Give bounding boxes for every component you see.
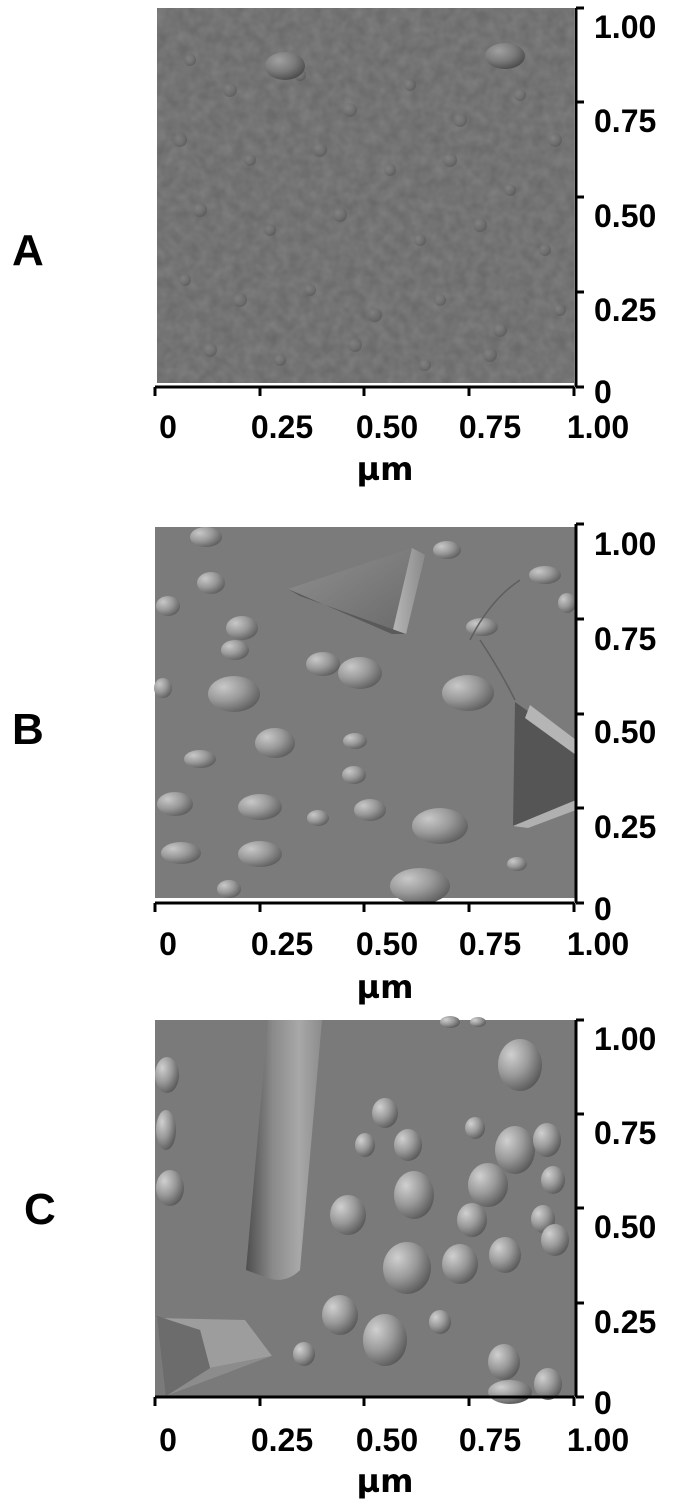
x-tick-labels-a: 0 0.25 0.50 0.75 1.00 xyxy=(159,409,629,445)
particle-features-c xyxy=(155,1016,569,1404)
y-axis-c xyxy=(574,1018,584,1399)
x-unit-a: µm xyxy=(357,450,414,488)
x-tick-a-4: 1.00 xyxy=(567,409,629,445)
y-tick-a-2: 0.50 xyxy=(594,198,656,234)
panel-a: A xyxy=(0,0,675,500)
panel-label-a: A xyxy=(12,226,44,275)
triangular-crystal-b1 xyxy=(288,548,425,634)
x-unit-c: µm xyxy=(357,1462,414,1500)
y-axis-b xyxy=(574,522,584,905)
particle-a1 xyxy=(265,52,305,80)
y-tick-c-4: 0 xyxy=(594,1385,612,1421)
y-tick-b-1: 0.75 xyxy=(594,621,656,657)
x-tick-b-4: 1.00 xyxy=(567,926,629,962)
y-tick-c-3: 0.25 xyxy=(594,1304,656,1340)
grain-features-b xyxy=(154,527,576,904)
rod-crystal-c xyxy=(246,1020,322,1280)
x-tick-a-2: 0.50 xyxy=(356,409,418,445)
x-tick-a-3: 0.75 xyxy=(459,409,521,445)
y-axis-a xyxy=(574,6,584,389)
y-tick-labels-b: 1.00 0.75 0.50 0.25 0 xyxy=(594,526,656,927)
afm-image-a: 0 0.25 0.50 0.75 1.00 µm 1.00 0.75 0.50 … xyxy=(153,6,656,488)
panel-b: B xyxy=(12,522,656,1006)
x-tick-a-1: 0.25 xyxy=(251,409,313,445)
y-tick-a-0: 1.00 xyxy=(594,9,656,45)
x-tick-c-2: 0.50 xyxy=(356,1422,418,1458)
y-tick-c-0: 1.00 xyxy=(594,1021,656,1057)
x-tick-b-3: 0.75 xyxy=(459,926,521,962)
crack-line-b xyxy=(469,579,521,701)
x-tick-b-0: 0 xyxy=(159,926,177,962)
x-tick-a-0: 0 xyxy=(159,409,177,445)
x-tick-c-1: 0.25 xyxy=(251,1422,313,1458)
x-unit-b: µm xyxy=(357,968,414,1006)
particle-a2 xyxy=(485,43,525,69)
y-tick-c-1: 0.75 xyxy=(594,1115,656,1151)
x-axis-b xyxy=(153,901,576,912)
x-axis-c xyxy=(153,1395,576,1406)
x-tick-c-0: 0 xyxy=(159,1422,177,1458)
x-tick-b-1: 0.25 xyxy=(251,926,313,962)
y-tick-a-1: 0.75 xyxy=(594,103,656,139)
x-axis-a xyxy=(153,385,576,396)
afm-image-b: 0 0.25 0.50 0.75 1.00 µm 1.00 0.75 0.50 … xyxy=(153,522,656,1006)
x-tick-c-3: 0.75 xyxy=(459,1422,521,1458)
triangular-crystal-b2 xyxy=(513,702,576,828)
y-tick-b-3: 0.25 xyxy=(594,809,656,845)
panel-label-b: B xyxy=(12,705,44,754)
y-tick-b-0: 1.00 xyxy=(594,526,656,562)
y-tick-a-3: 0.25 xyxy=(594,292,656,328)
y-tick-labels-a: 1.00 0.75 0.50 0.25 0 xyxy=(594,9,656,410)
x-tick-b-2: 0.50 xyxy=(356,926,418,962)
triangular-crystal-c xyxy=(155,1316,272,1396)
y-tick-b-4: 0 xyxy=(594,891,612,927)
x-tick-labels-c: 0 0.25 0.50 0.75 1.00 xyxy=(159,1422,629,1458)
y-tick-labels-c: 1.00 0.75 0.50 0.25 0 xyxy=(594,1021,656,1421)
x-tick-labels-b: 0 0.25 0.50 0.75 1.00 xyxy=(159,926,629,962)
y-tick-c-2: 0.50 xyxy=(594,1209,656,1245)
y-tick-a-4: 0 xyxy=(594,374,612,410)
x-tick-c-4: 1.00 xyxy=(567,1422,629,1458)
panel-label-c: C xyxy=(24,1185,56,1234)
y-tick-b-2: 0.50 xyxy=(594,714,656,750)
